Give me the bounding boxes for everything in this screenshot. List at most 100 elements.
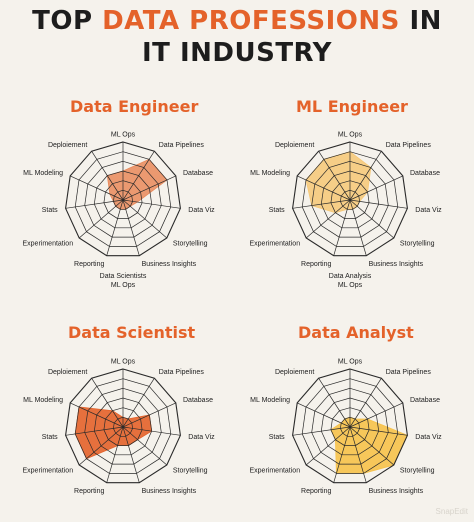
radar-spoke bbox=[305, 426, 351, 466]
radar-spoke bbox=[349, 151, 382, 201]
axis-label-ml-modeling: ML Modeling bbox=[23, 397, 63, 404]
radar-spoke bbox=[122, 175, 176, 201]
footer-label: ML Ops bbox=[338, 282, 363, 289]
axis-label-experimentation: Experimentation bbox=[250, 468, 301, 475]
radar-chart-data-scientist: ML Ops Data Pipelines Database Data Viz Stor… bbox=[23, 359, 216, 495]
title-accent: DATA PROFESSIONS bbox=[102, 6, 400, 36]
radar-ring bbox=[103, 180, 143, 219]
radar-ring bbox=[330, 407, 370, 446]
axis-label-business-insights: Business Insights bbox=[369, 261, 424, 268]
radar-area-data-analyst bbox=[330, 416, 408, 474]
radar-ring bbox=[103, 407, 143, 446]
axis-label-ml-ops: ML Ops bbox=[338, 359, 363, 366]
axis-label-data-pipelines: Data Pipelines bbox=[159, 369, 205, 376]
radar-ring bbox=[311, 160, 389, 238]
axis-label-ml-modeling: ML Modeling bbox=[250, 397, 290, 404]
radar-ring bbox=[330, 180, 370, 219]
radar-spoke bbox=[349, 199, 408, 209]
radar-spoke bbox=[122, 151, 155, 201]
axis-label-deploiement: Deploiement bbox=[275, 369, 314, 376]
radar-spoke bbox=[292, 426, 351, 436]
axis-label-deploiement: Deploiement bbox=[48, 369, 87, 376]
radar-spoke bbox=[70, 402, 124, 428]
axis-label-storytelling: Storytelling bbox=[400, 468, 435, 475]
radar-ring bbox=[84, 387, 162, 465]
axis-label-business-insights: Business Insights bbox=[142, 488, 197, 495]
radar-ring bbox=[93, 170, 153, 229]
radar-ring bbox=[93, 397, 153, 456]
axis-label-data-viz: Data Viz bbox=[415, 434, 442, 441]
axis-label-ml-modeling: ML Modeling bbox=[250, 170, 290, 177]
radar-ring bbox=[65, 141, 181, 257]
radar-spoke bbox=[297, 175, 351, 201]
chart-title-data-engineer: Data Engineer bbox=[70, 97, 199, 116]
footer-label: Data Analysis bbox=[329, 273, 372, 280]
radar-ring bbox=[84, 160, 162, 238]
radar-ring bbox=[340, 189, 360, 210]
page-title-line2: IT INDUSTRY bbox=[142, 38, 332, 68]
footer-label: Data Scientists bbox=[100, 273, 147, 280]
axis-label-database: Database bbox=[183, 397, 213, 404]
axis-label-experimentation: Experimentation bbox=[23, 468, 74, 475]
axis-label-deploiement: Deploiement bbox=[275, 142, 314, 149]
radar-spoke bbox=[106, 426, 124, 483]
chart-title-data-scientist: Data Scientist bbox=[68, 323, 196, 342]
axis-label-stats: Stats bbox=[42, 207, 58, 214]
radar-spoke bbox=[70, 175, 124, 201]
axis-label-reporting: Reporting bbox=[74, 261, 104, 268]
radar-ring bbox=[320, 397, 380, 456]
radar-ring bbox=[292, 141, 408, 257]
radar-spoke bbox=[305, 199, 351, 239]
axis-label-experimentation: Experimentation bbox=[23, 241, 74, 248]
radar-ring bbox=[340, 416, 360, 437]
radar-spoke bbox=[91, 378, 124, 428]
radar-spoke bbox=[78, 199, 124, 239]
radar-ring bbox=[113, 416, 133, 437]
radar-spoke bbox=[292, 199, 351, 209]
radar-spoke bbox=[349, 426, 395, 466]
axis-label-data-pipelines: Data Pipelines bbox=[386, 142, 432, 149]
radar-area-data-scientist bbox=[74, 406, 153, 460]
axis-label-experimentation: Experimentation bbox=[250, 241, 301, 248]
axis-label-storytelling: Storytelling bbox=[173, 241, 208, 248]
axis-label-reporting: Reporting bbox=[301, 488, 331, 495]
radar-spoke bbox=[349, 175, 403, 201]
radar-chart-data-analyst: ML Ops Data Pipelines Database Data Viz Stor… bbox=[250, 359, 443, 495]
radar-spoke bbox=[78, 426, 124, 466]
axis-label-ml-ops: ML Ops bbox=[111, 132, 136, 139]
radar-spoke bbox=[122, 426, 181, 436]
axis-label-data-viz: Data Viz bbox=[415, 207, 442, 214]
radar-spoke bbox=[349, 199, 367, 256]
radar-spoke bbox=[91, 151, 124, 201]
radar-ring bbox=[320, 170, 380, 229]
radar-spoke bbox=[297, 402, 351, 428]
radar-spoke bbox=[349, 426, 408, 436]
axis-label-storytelling: Storytelling bbox=[400, 241, 435, 248]
radar-spoke bbox=[349, 426, 367, 483]
radar-spoke bbox=[122, 199, 168, 239]
axis-label-deploiement: Deploiement bbox=[48, 142, 87, 149]
radar-spoke bbox=[122, 426, 168, 466]
axis-label-reporting: Reporting bbox=[301, 261, 331, 268]
radar-chart-data-engineer: ML Ops Data Pipelines Database Data Viz Stor… bbox=[23, 132, 216, 290]
axis-label-database: Database bbox=[183, 170, 213, 177]
radar-spoke bbox=[349, 378, 382, 428]
axis-label-database: Database bbox=[410, 170, 440, 177]
page-title-line1: TOP DATA PROFESSIONS IN bbox=[0, 6, 474, 36]
axis-label-database: Database bbox=[410, 397, 440, 404]
radar-spoke bbox=[122, 199, 140, 256]
radar-spoke bbox=[122, 199, 181, 209]
radar-ring bbox=[74, 378, 172, 474]
axis-label-ml-ops: ML Ops bbox=[111, 359, 136, 366]
radar-spoke bbox=[106, 199, 124, 256]
axis-label-stats: Stats bbox=[269, 207, 285, 214]
axis-label-data-pipelines: Data Pipelines bbox=[386, 369, 432, 376]
radar-ring bbox=[301, 151, 399, 247]
radar-chart-ml-engineer: ML Ops Data Pipelines Database Data Viz Stor… bbox=[250, 132, 443, 290]
radar-spoke bbox=[318, 378, 351, 428]
radar-spoke bbox=[122, 426, 140, 483]
radar-spoke bbox=[122, 378, 155, 428]
axis-label-business-insights: Business Insights bbox=[369, 488, 424, 495]
radar-spoke bbox=[65, 426, 124, 436]
title-suffix: IN bbox=[399, 6, 442, 36]
